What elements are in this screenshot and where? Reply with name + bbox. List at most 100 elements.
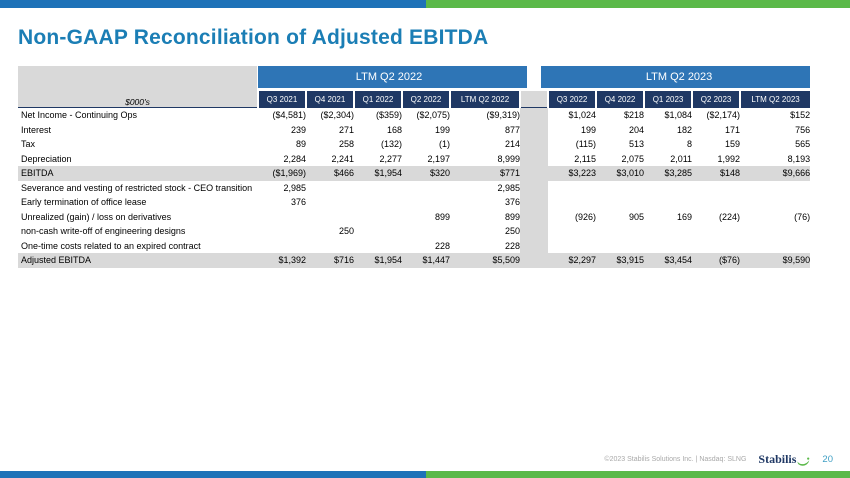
value-cell: 8 bbox=[687, 139, 693, 149]
table-body: Net Income - Continuing Ops ($4,581) ($2,3… bbox=[18, 107, 811, 268]
column-header: Q1 2023 bbox=[643, 89, 693, 108]
value-cell: 199 bbox=[434, 124, 450, 135]
value-cell bbox=[306, 239, 354, 254]
value-cell: (224) bbox=[719, 211, 741, 222]
value-cell: ($76) bbox=[692, 253, 741, 268]
value-cell: $3,285 bbox=[644, 166, 693, 181]
value-cell: 168 bbox=[386, 124, 402, 135]
value-cell bbox=[692, 239, 740, 254]
row-label: Tax bbox=[21, 139, 36, 149]
value-cell: 2,011 bbox=[670, 153, 693, 164]
table-row: EBITDA ($1,969) $466 $1,954 $320 $771 $3,223 $3… bbox=[18, 166, 811, 181]
value-cell bbox=[644, 181, 692, 196]
value-cell: ($359) bbox=[354, 107, 402, 123]
group-header-ltm-q2-2022: LTM Q2 2022 bbox=[258, 66, 521, 91]
row-label: Early termination of office lease bbox=[21, 197, 147, 207]
row-label: non-cash write-off of engineering design… bbox=[21, 226, 186, 236]
table-row: Depreciation 2,284 2,241 2,277 2,197 8,999 2,1… bbox=[18, 151, 811, 166]
value-cell: 2,075 bbox=[621, 153, 645, 164]
value-cell bbox=[692, 224, 740, 239]
row-label: Unrealized (gain) / loss on derivatives bbox=[21, 211, 172, 222]
value-cell: $3,915 bbox=[596, 253, 645, 268]
value-cell bbox=[596, 195, 644, 210]
value-cell bbox=[258, 224, 306, 239]
top-bar-blue-segment bbox=[0, 0, 426, 8]
section-gap-cell bbox=[520, 180, 549, 195]
row-label: Depreciation bbox=[21, 153, 72, 164]
value-cell bbox=[644, 239, 692, 254]
table-row: Adjusted EBITDA $1,392 $716 $1,954 $1,447 $5,… bbox=[18, 253, 811, 268]
value-cell: (76) bbox=[794, 211, 811, 222]
value-cell bbox=[258, 239, 306, 254]
group-header-row: $000's LTM Q2 2022 LTM Q2 2023 bbox=[18, 66, 811, 108]
value-cell: ($1,969) bbox=[258, 166, 306, 181]
value-cell: 250 bbox=[338, 226, 354, 236]
section-gap-cell bbox=[520, 107, 549, 123]
value-cell bbox=[354, 224, 402, 239]
column-header: LTM Q2 2022 bbox=[448, 89, 521, 108]
value-cell bbox=[402, 224, 450, 239]
column-header: Q2 2023 bbox=[691, 89, 741, 108]
table-row: Tax 89 258 (132) (1) 214 (115) 513 8 159 565 bbox=[18, 137, 810, 152]
section-gap-cell bbox=[520, 137, 549, 152]
value-cell bbox=[740, 181, 810, 196]
value-cell: 228 bbox=[434, 240, 450, 251]
table-row: Unrealized (gain) / loss on derivatives 8… bbox=[18, 209, 811, 225]
value-cell: 204 bbox=[629, 124, 645, 135]
stabilis-logo-text: Stabilis bbox=[758, 452, 797, 466]
value-cell: 8,193 bbox=[787, 153, 811, 164]
row-label: One-time costs related to an expired con… bbox=[21, 240, 201, 251]
section-gap-cell bbox=[520, 253, 549, 268]
value-cell: $2,297 bbox=[548, 253, 597, 268]
section-gap-cell bbox=[520, 151, 549, 166]
bottom-bar-blue-segment bbox=[0, 471, 426, 478]
value-cell: ($2,075) bbox=[402, 107, 450, 123]
value-cell: $1,392 bbox=[258, 253, 306, 268]
section-gap-cell bbox=[520, 209, 549, 224]
value-cell bbox=[258, 210, 306, 225]
value-cell bbox=[548, 239, 596, 254]
value-cell bbox=[306, 195, 354, 210]
value-cell: 214 bbox=[505, 139, 521, 149]
value-cell bbox=[402, 195, 450, 210]
column-header: Q3 2021 bbox=[257, 89, 306, 108]
value-cell: $771 bbox=[450, 166, 521, 181]
value-cell: 2,985 bbox=[497, 182, 521, 193]
value-cell: 89 bbox=[295, 139, 306, 149]
copyright-text: ©2023 Stabilis Solutions Inc. | Nasdaq: … bbox=[604, 456, 747, 463]
column-header: Q3 2022 bbox=[547, 89, 597, 108]
bottom-accent-bar bbox=[0, 471, 850, 478]
section-gap-cell bbox=[520, 195, 549, 210]
value-cell: $152 bbox=[740, 107, 811, 123]
column-header: Q4 2022 bbox=[595, 89, 645, 108]
column-header: Q2 2022 bbox=[401, 89, 450, 108]
row-label: Adjusted EBITDA bbox=[18, 253, 258, 268]
value-cell: 376 bbox=[290, 197, 306, 207]
value-cell bbox=[644, 224, 692, 239]
value-cell: $218 bbox=[596, 107, 645, 123]
value-cell bbox=[692, 195, 740, 210]
value-cell: 2,197 bbox=[427, 153, 450, 164]
row-label: EBITDA bbox=[18, 166, 258, 181]
top-accent-bar bbox=[0, 0, 850, 8]
value-cell: $1,447 bbox=[402, 253, 450, 268]
value-cell: (926) bbox=[575, 211, 597, 222]
group-header-gap bbox=[520, 66, 549, 91]
value-cell: 258 bbox=[338, 139, 354, 149]
value-cell: 228 bbox=[505, 240, 521, 251]
reconciliation-table: $000's LTM Q2 2022 LTM Q2 2023 Q3 2021 Q… bbox=[18, 66, 811, 268]
value-cell bbox=[548, 224, 596, 239]
section-gap-cell bbox=[520, 224, 549, 239]
value-cell: 271 bbox=[338, 124, 354, 135]
value-cell: $3,223 bbox=[548, 166, 597, 181]
section-gap-cell bbox=[520, 166, 549, 181]
value-cell: 513 bbox=[629, 139, 645, 149]
value-cell: $148 bbox=[692, 166, 741, 181]
value-cell: $1,024 bbox=[548, 107, 597, 123]
value-cell bbox=[596, 224, 644, 239]
footer: ©2023 Stabilis Solutions Inc. | Nasdaq: … bbox=[604, 452, 833, 467]
value-cell bbox=[740, 239, 810, 254]
table-row: Net Income - Continuing Ops ($4,581) ($2,3… bbox=[18, 107, 811, 123]
value-cell: (1) bbox=[439, 139, 450, 149]
value-cell: 239 bbox=[290, 124, 306, 135]
